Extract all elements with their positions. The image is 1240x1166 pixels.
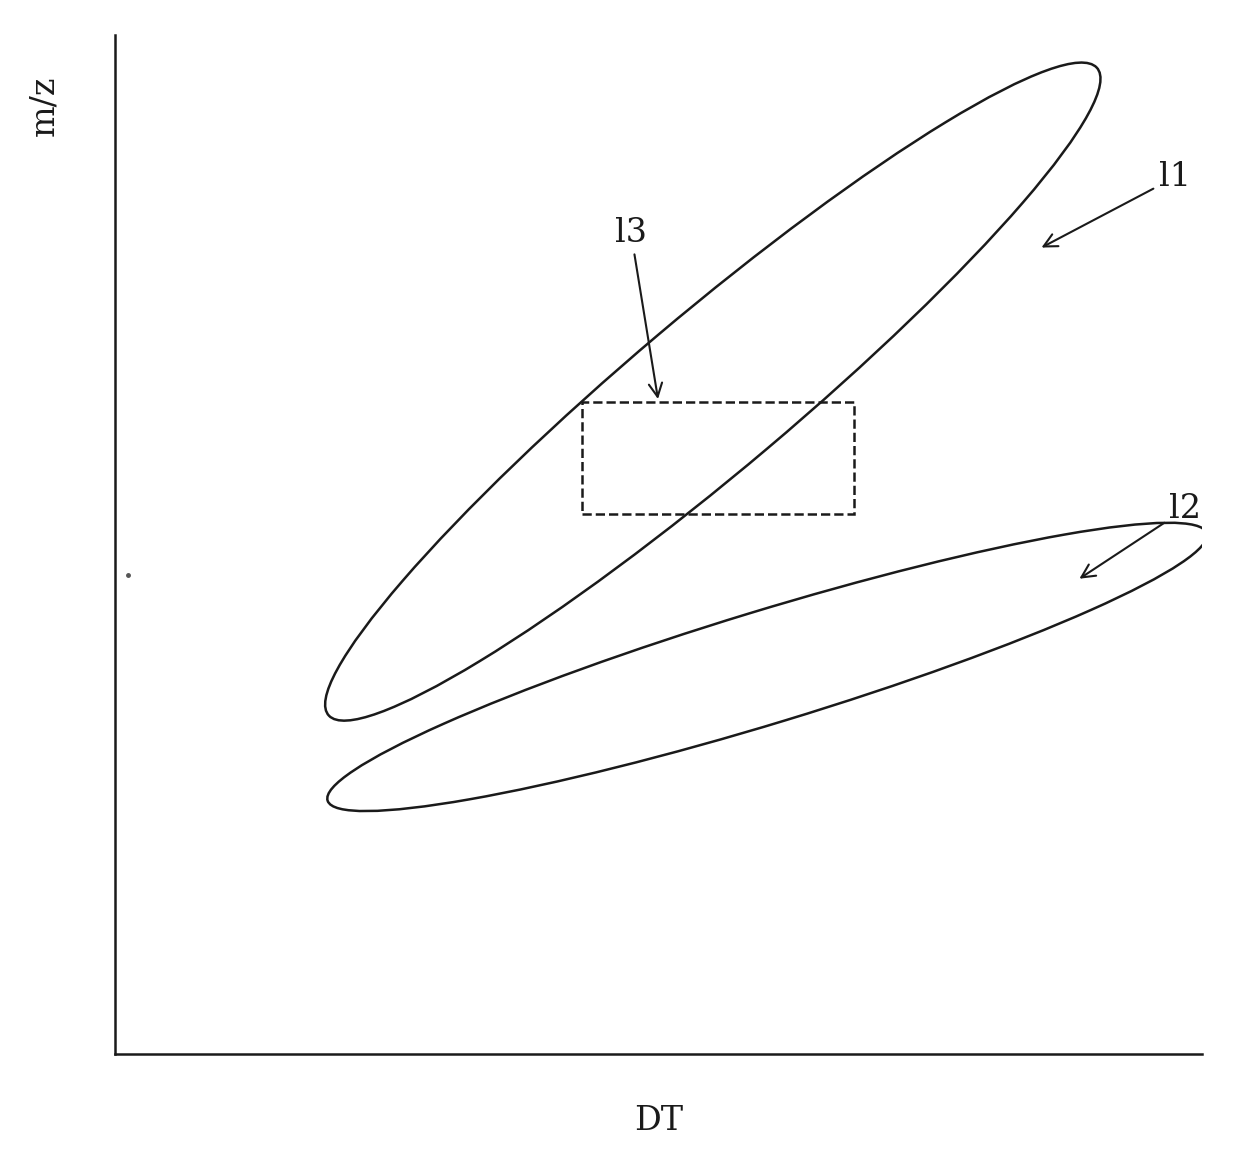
X-axis label: DT: DT — [634, 1105, 683, 1137]
Text: l3: l3 — [615, 217, 662, 396]
Text: l2: l2 — [1081, 493, 1202, 577]
Y-axis label: m/z: m/z — [29, 76, 61, 136]
Bar — [583, 402, 854, 514]
Text: l1: l1 — [1044, 161, 1190, 246]
